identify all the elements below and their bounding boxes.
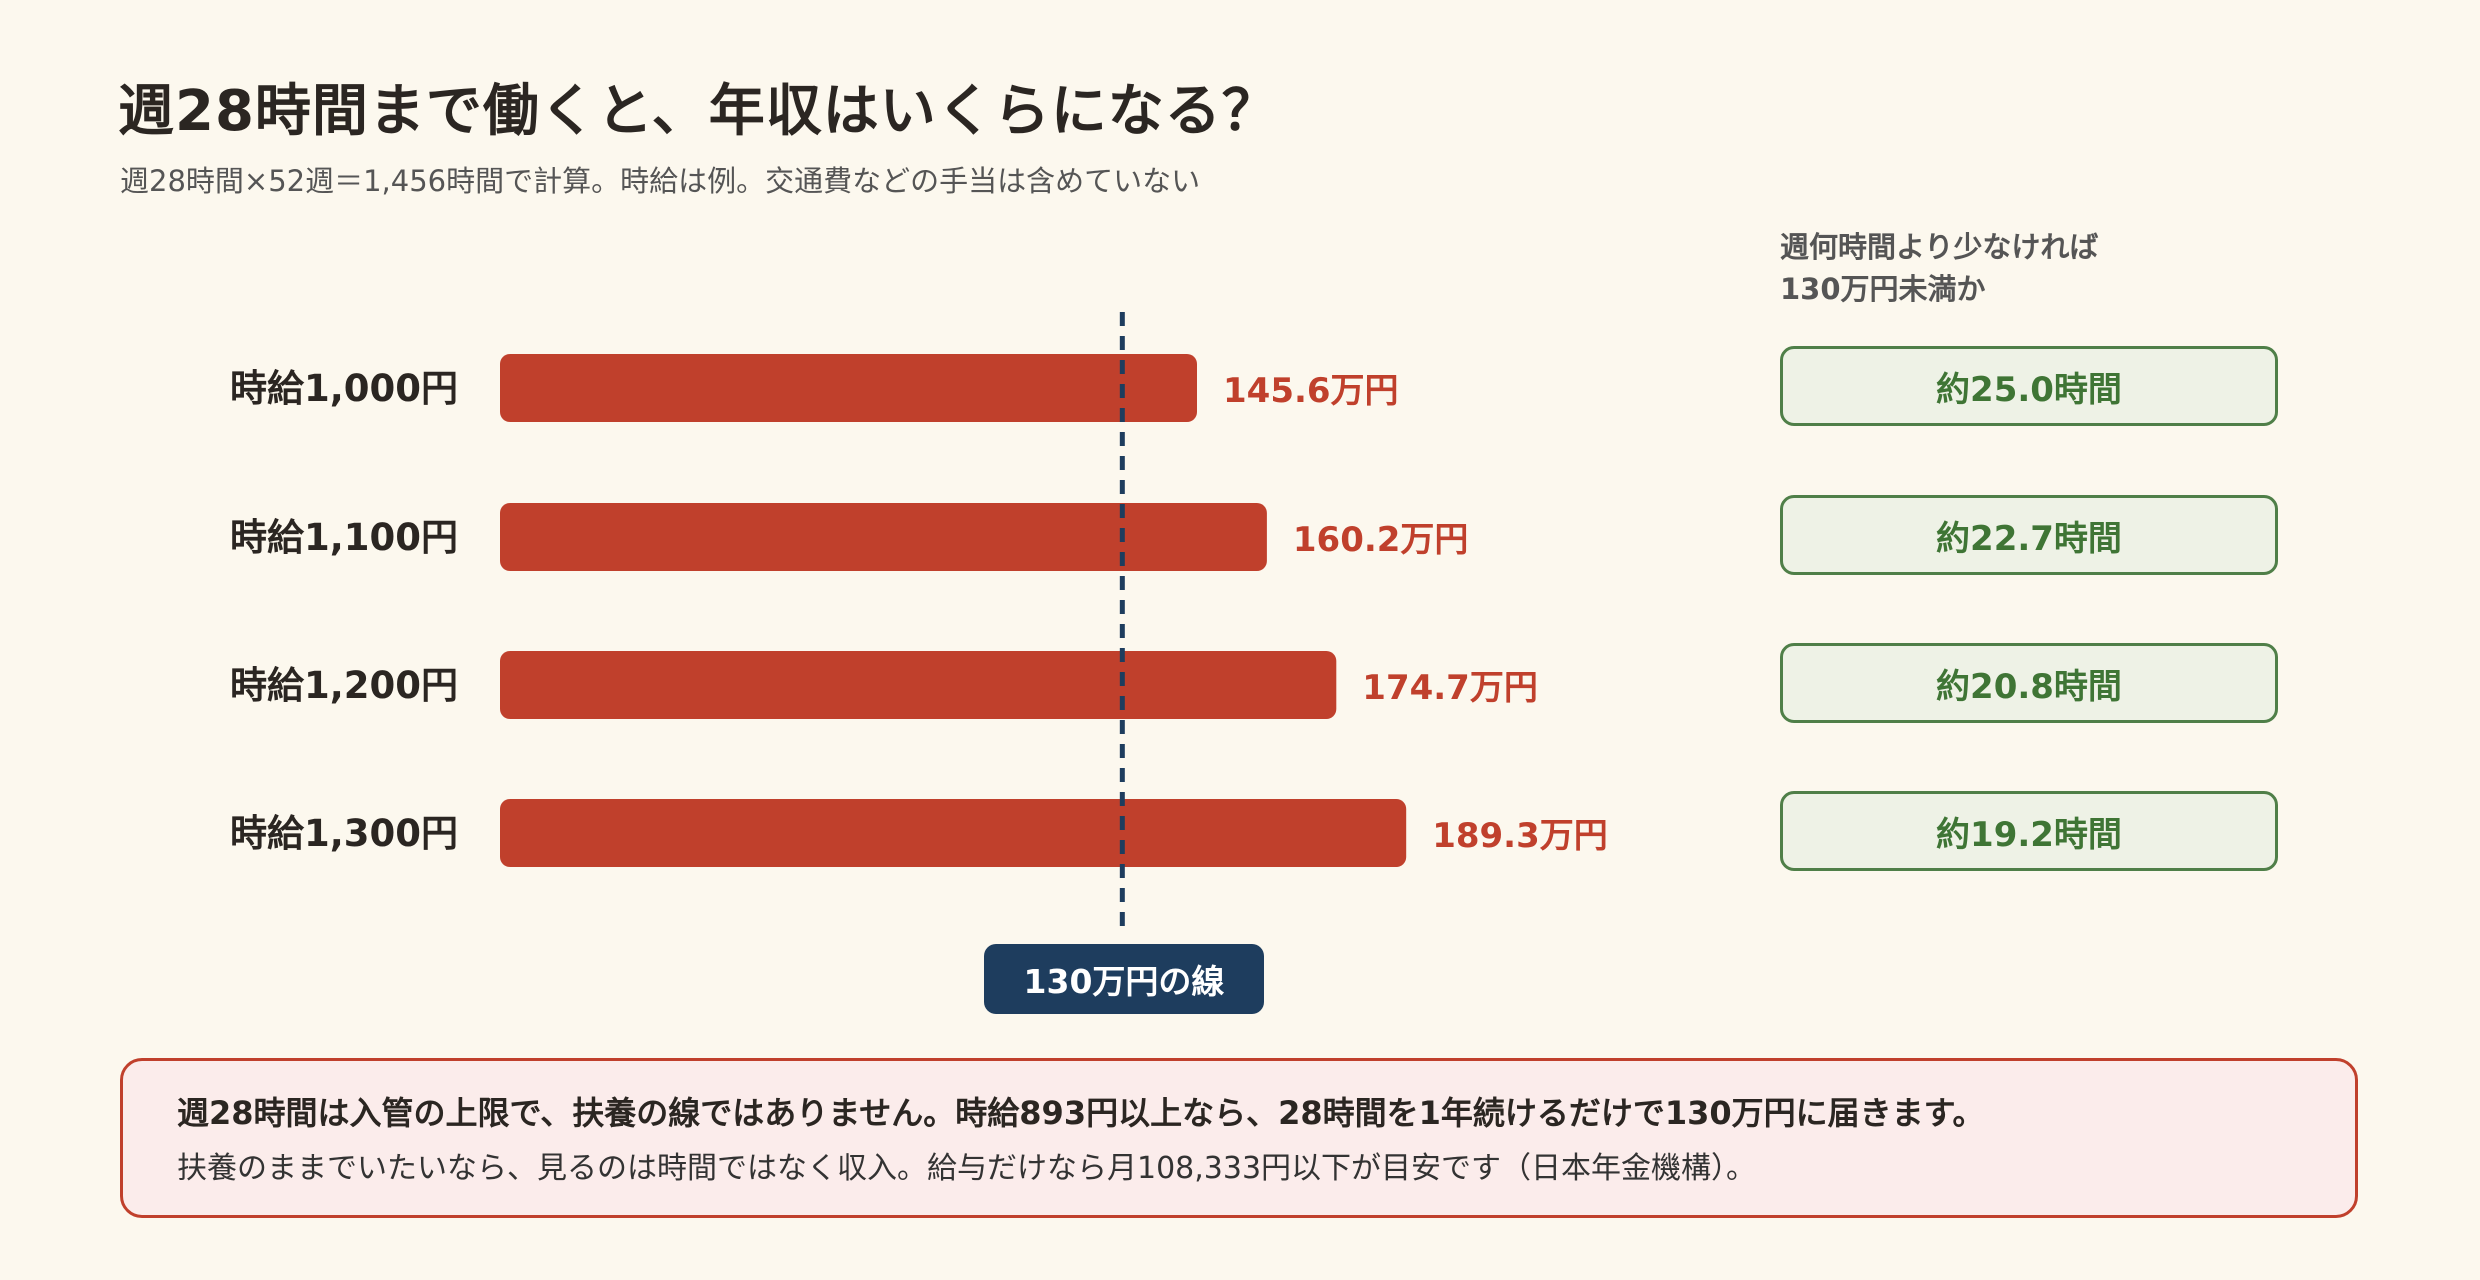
- hours-box-3: 約20.8時間: [1780, 643, 2278, 723]
- value-label-3: 174.7万円: [1362, 668, 1538, 708]
- hours-header-line-2: 130万円未満か: [1780, 272, 1986, 306]
- note-sub-text: 扶養のままでいたいなら、見るのは時間ではなく収入。給与だけなら月108,333円…: [177, 1151, 1757, 1186]
- value-label-1: 145.6万円: [1223, 371, 1399, 411]
- category-label-2: 時給1,100円: [230, 516, 458, 559]
- hours-header-line-1: 週何時間より少なければ: [1780, 230, 2099, 264]
- hours-box-2: 約22.7時間: [1780, 495, 2278, 575]
- threshold-label: 130万円の線: [984, 944, 1264, 1014]
- value-label-4: 189.3万円: [1432, 816, 1608, 856]
- bar-4: [500, 799, 1407, 867]
- bar-3: [500, 651, 1337, 719]
- category-label-1: 時給1,000円: [230, 367, 458, 410]
- hours-column-header: 週何時間より少なければ 130万円未満か: [1780, 226, 2098, 310]
- category-label-4: 時給1,300円: [230, 812, 458, 855]
- note-box: 週28時間は入管の上限で、扶養の線ではありません。時給893円以上なら、28時間…: [120, 1058, 2358, 1218]
- page-title: 週28時間まで働くと、年収はいくらになる？: [118, 79, 1279, 144]
- bar-1: [500, 354, 1197, 422]
- hours-box-4: 約19.2時間: [1780, 791, 2278, 871]
- note-main-text: 週28時間は入管の上限で、扶養の線ではありません。時給893円以上なら、28時間…: [177, 1094, 1985, 1132]
- hours-box-1: 約25.0時間: [1780, 346, 2278, 426]
- bar-2: [500, 503, 1267, 571]
- category-label-3: 時給1,200円: [230, 664, 458, 707]
- value-label-2: 160.2万円: [1293, 520, 1469, 560]
- page-subtitle: 週28時間×52週＝1,456時間で計算。時給は例。交通費などの手当は含めていな…: [120, 164, 1201, 198]
